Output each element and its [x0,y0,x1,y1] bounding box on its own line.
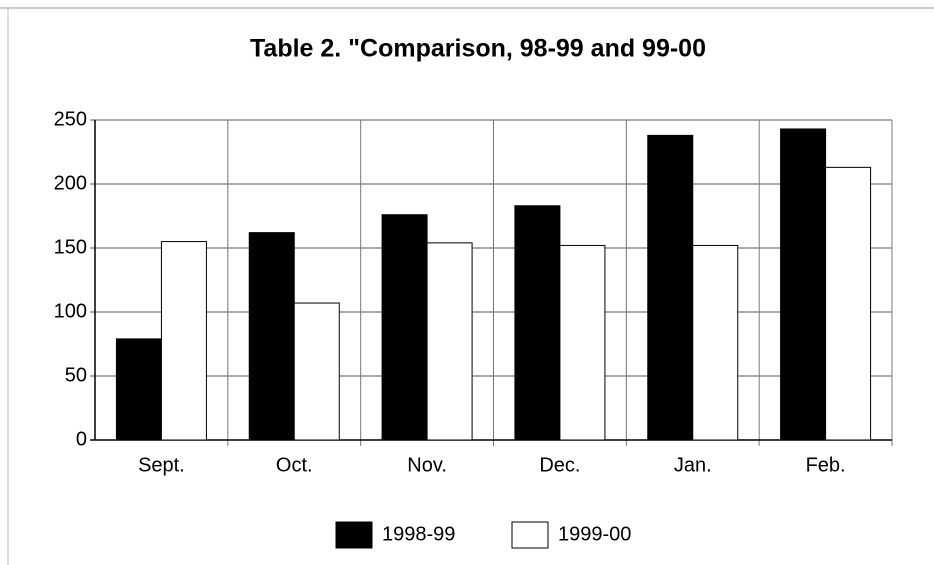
bar [381,214,428,441]
y-tick-label: 50 [65,364,87,386]
chart-title: Table 2. "Comparison, 98-99 and 99-00 [250,35,706,63]
bar [692,244,739,441]
legend-swatch [511,521,549,549]
bar [514,205,561,441]
x-tick-label: Feb. [806,454,846,476]
y-tick-label: 200 [54,172,87,194]
bar [825,166,872,441]
legend-label: 1999-00 [558,523,631,545]
legend-swatch [335,521,373,549]
bar [426,242,473,441]
y-tick-label: 250 [54,108,87,130]
y-tick-label: 100 [54,300,87,322]
bar [780,128,827,441]
bar [647,134,694,441]
bar [248,232,295,441]
x-tick-label: Dec. [539,454,580,476]
y-tick-label: 150 [54,236,87,258]
x-tick-label: Oct. [276,454,313,476]
x-tick-label: Jan. [674,454,712,476]
bar [115,338,162,441]
bar [160,241,207,441]
x-tick-label: Nov. [407,454,447,476]
y-tick-label: 0 [76,428,87,450]
bar [559,244,606,441]
x-tick-label: Sept. [138,454,185,476]
bar [293,302,340,441]
legend-label: 1998-99 [382,523,455,545]
